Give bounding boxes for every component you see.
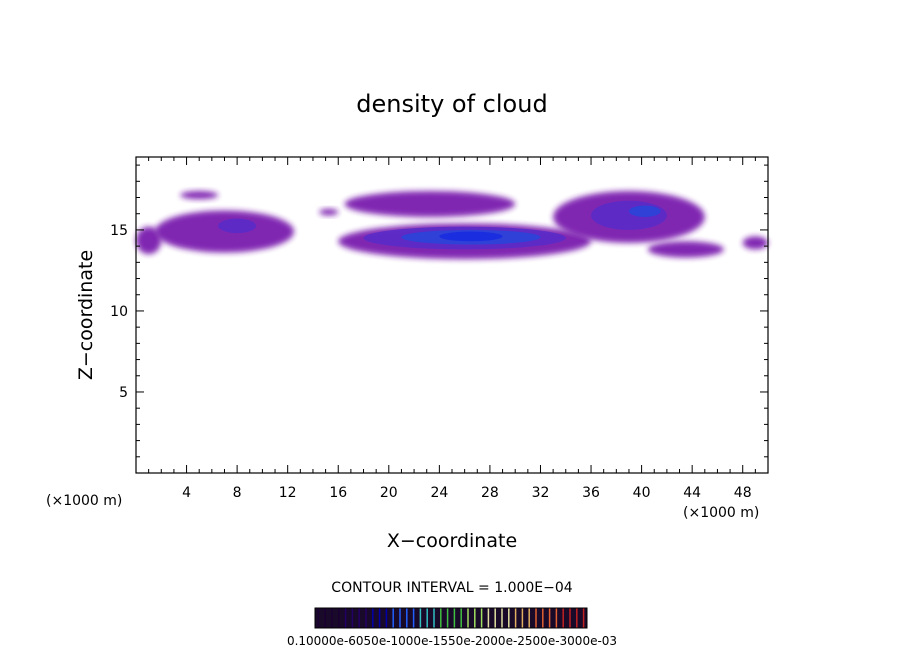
cloud-region bbox=[218, 218, 257, 234]
y-axis-title: Z−coordinate bbox=[75, 250, 97, 380]
x-unit-left: (×1000 m) bbox=[46, 493, 122, 509]
x-tick-label: 44 bbox=[683, 485, 701, 501]
colorbar-bg bbox=[315, 608, 587, 628]
cloud-region bbox=[344, 191, 516, 217]
contour-interval-label: CONTOUR INTERVAL = 1.000E−04 bbox=[331, 580, 572, 596]
cloud-region bbox=[136, 226, 162, 255]
colorbar-labels: 0.10000e-6050e-1000e-1550e-2000e-2500e-3… bbox=[287, 634, 617, 648]
cloud-region bbox=[742, 236, 768, 250]
x-tick-label: 4 bbox=[182, 485, 191, 501]
cloud-region bbox=[319, 208, 339, 216]
chart-title: density of cloud bbox=[356, 90, 547, 118]
y-tick-label: 10 bbox=[110, 304, 128, 320]
cloud-region bbox=[180, 191, 219, 200]
cloud-region bbox=[154, 210, 294, 253]
x-tick-label: 28 bbox=[481, 485, 499, 501]
cloud-region bbox=[628, 205, 661, 217]
x-tick-label: 32 bbox=[532, 485, 550, 501]
cloud-region bbox=[439, 231, 503, 242]
x-tick-label: 48 bbox=[734, 485, 752, 501]
y-tick-label: 15 bbox=[110, 223, 128, 239]
x-axis-title: X−coordinate bbox=[387, 530, 517, 552]
cloud-layer bbox=[136, 191, 768, 260]
x-tick-label: 8 bbox=[233, 485, 242, 501]
y-tick-label: 5 bbox=[119, 385, 128, 401]
x-tick-label: 20 bbox=[380, 485, 398, 501]
x-tick-label: 24 bbox=[430, 485, 448, 501]
x-tick-label: 36 bbox=[582, 485, 600, 501]
colorbar-frame bbox=[314, 607, 588, 629]
x-unit-right: (×1000 m) bbox=[683, 505, 759, 521]
x-tick-label: 40 bbox=[633, 485, 651, 501]
x-tick-label: 16 bbox=[329, 485, 347, 501]
cloud-region bbox=[647, 241, 724, 258]
x-tick-label: 12 bbox=[279, 485, 297, 501]
colorbar bbox=[315, 608, 587, 628]
